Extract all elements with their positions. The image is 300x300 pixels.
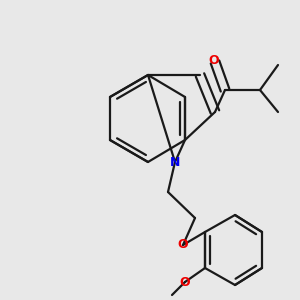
Text: N: N [170,155,180,169]
Text: O: O [178,238,188,251]
Text: O: O [209,53,219,67]
Text: O: O [180,275,190,289]
